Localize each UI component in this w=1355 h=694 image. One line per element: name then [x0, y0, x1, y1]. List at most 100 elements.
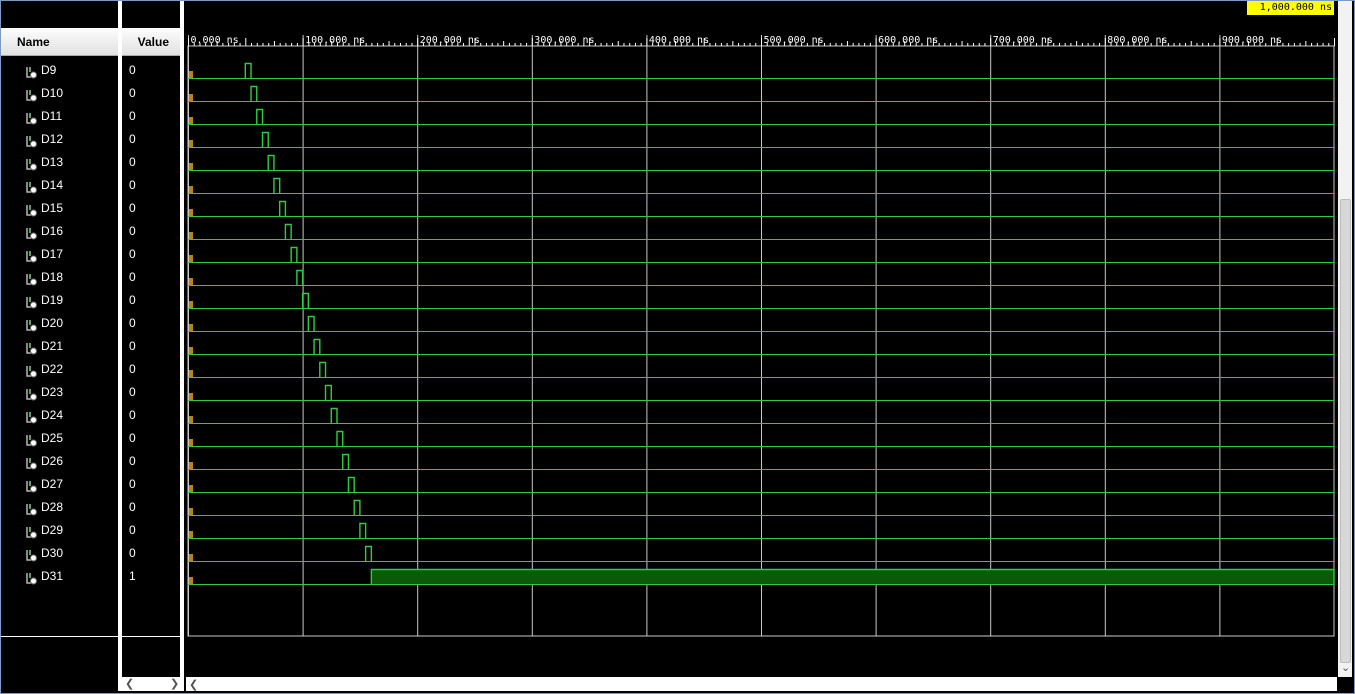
init-marker	[189, 71, 193, 78]
signal-pulse	[267, 154, 275, 171]
signal-value-row[interactable]: 0	[122, 82, 180, 105]
init-marker	[189, 531, 193, 538]
name-column-header[interactable]: Name	[1, 28, 118, 56]
init-marker	[189, 554, 193, 561]
init-marker	[189, 324, 193, 331]
signal-value-row[interactable]: 0	[122, 197, 180, 220]
signal-value-row[interactable]: 0	[122, 174, 180, 197]
signal-wire-icon	[25, 317, 38, 332]
init-marker	[189, 393, 193, 400]
signal-row[interactable]: D21	[1, 335, 118, 358]
signal-row[interactable]: D23	[1, 381, 118, 404]
signal-value-row[interactable]: 0	[122, 450, 180, 473]
signal-row[interactable]: D29	[1, 519, 118, 542]
signal-wire-icon	[25, 64, 38, 79]
signal-value-row[interactable]: 0	[122, 542, 180, 565]
signal-row[interactable]: D10	[1, 82, 118, 105]
signal-pulse	[324, 384, 332, 401]
values-splitter[interactable]	[180, 1, 184, 691]
signal-name: D11	[41, 109, 63, 123]
signal-row[interactable]: D16	[1, 220, 118, 243]
signal-value-row[interactable]: 0	[122, 266, 180, 289]
signal-row[interactable]: D31	[1, 565, 118, 588]
signal-row[interactable]: D11	[1, 105, 118, 128]
names-splitter[interactable]	[118, 1, 122, 691]
init-marker	[189, 462, 193, 469]
signal-row[interactable]: D30	[1, 542, 118, 565]
time-ruler: 0.000 ns 100.000 ns 200.000 ns 300.000 ns 40…	[188, 35, 1335, 46]
vertical-scrollbar[interactable]: ⌄	[1338, 1, 1352, 677]
signal-row[interactable]: D12	[1, 128, 118, 151]
signal-row[interactable]: D24	[1, 404, 118, 427]
values-hscrollbar[interactable]: ❮ ❯	[122, 677, 180, 691]
init-marker	[189, 485, 193, 492]
signal-row[interactable]: D9	[1, 59, 118, 82]
init-marker	[189, 439, 193, 446]
signal-value: 0	[129, 178, 136, 192]
signal-name: D17	[41, 247, 64, 261]
signal-value-row[interactable]: 0	[122, 381, 180, 404]
scroll-down-icon[interactable]: ⌄	[1341, 662, 1351, 674]
tick-label: 500.000 ns	[764, 35, 824, 46]
signal-row[interactable]: D22	[1, 358, 118, 381]
signal-row[interactable]: D26	[1, 450, 118, 473]
signal-value-row[interactable]: 0	[122, 243, 180, 266]
signal-pulse	[364, 545, 373, 562]
signal-row[interactable]: D14	[1, 174, 118, 197]
wave-hscrollbar	[186, 677, 1337, 691]
signal-pulse	[250, 85, 258, 102]
signal-pulse	[330, 407, 338, 424]
cursor-time-label[interactable]: 1,000.000 ns	[1247, 1, 1334, 15]
signal-wire-icon	[25, 524, 38, 539]
signal-pulse	[307, 315, 315, 332]
tick-label: 800.000 ns	[1107, 35, 1167, 46]
signal-value-row[interactable]: 0	[122, 473, 180, 496]
signal-value: 0	[129, 155, 136, 169]
tick-label: 700.000 ns	[993, 35, 1053, 46]
vertical-scrollbar-thumb[interactable]	[1340, 199, 1351, 663]
signal-wire-icon	[25, 225, 38, 240]
signal-value-row[interactable]: 0	[122, 496, 180, 519]
signal-value-row[interactable]: 1	[122, 565, 180, 588]
signal-wire-icon	[25, 478, 38, 493]
init-marker	[189, 94, 193, 101]
tick-label: 100.000 ns	[305, 35, 365, 46]
signal-value-row[interactable]: 0	[122, 427, 180, 450]
signal-value-row[interactable]: 0	[122, 289, 180, 312]
value-column-header[interactable]: Value	[122, 28, 180, 56]
signal-row[interactable]: D17	[1, 243, 118, 266]
signal-name: D24	[41, 408, 64, 422]
signal-value-row[interactable]: 0	[122, 335, 180, 358]
waveform-canvas[interactable]: 0.000 ns 100.000 ns 200.000 ns 300.000 ns 40…	[186, 1, 1337, 691]
init-marker	[189, 163, 193, 170]
scroll-right-icon[interactable]: ❯	[170, 678, 180, 690]
signal-value-row[interactable]: 0	[122, 312, 180, 335]
signal-value-row[interactable]: 0	[122, 128, 180, 151]
signal-pulse	[313, 338, 321, 355]
signal-value-row[interactable]: 0	[122, 59, 180, 82]
signal-row[interactable]: D25	[1, 427, 118, 450]
signal-value-row[interactable]: 0	[122, 519, 180, 542]
signal-pulse	[256, 108, 264, 125]
signal-value-row[interactable]: 0	[122, 358, 180, 381]
signal-value-row[interactable]: 0	[122, 105, 180, 128]
signal-row[interactable]: D27	[1, 473, 118, 496]
signal-row[interactable]: D20	[1, 312, 118, 335]
signal-row[interactable]: D28	[1, 496, 118, 519]
signal-value-row[interactable]: 0	[122, 151, 180, 174]
init-marker	[189, 347, 193, 354]
signal-wire-icon	[25, 386, 38, 401]
signal-pulse	[336, 430, 344, 447]
signal-row[interactable]: D13	[1, 151, 118, 174]
scroll-left-icon[interactable]: ❮	[125, 678, 135, 690]
signal-row[interactable]: D19	[1, 289, 118, 312]
signal-value-row[interactable]: 0	[122, 404, 180, 427]
signal-row[interactable]: D18	[1, 266, 118, 289]
signal-name: D27	[41, 477, 64, 491]
signal-row[interactable]: D15	[1, 197, 118, 220]
signal-values-panel: Value 0 0 0 0 0 0 0 0 0 0 0 0 0 0 0 0 0 0 0 0 0 0 1 ❮ ❯	[122, 1, 180, 691]
signal-value-row[interactable]: 0	[122, 220, 180, 243]
signal-name: D25	[41, 431, 64, 445]
init-marker	[189, 278, 193, 285]
signal-name: D28	[41, 500, 64, 514]
